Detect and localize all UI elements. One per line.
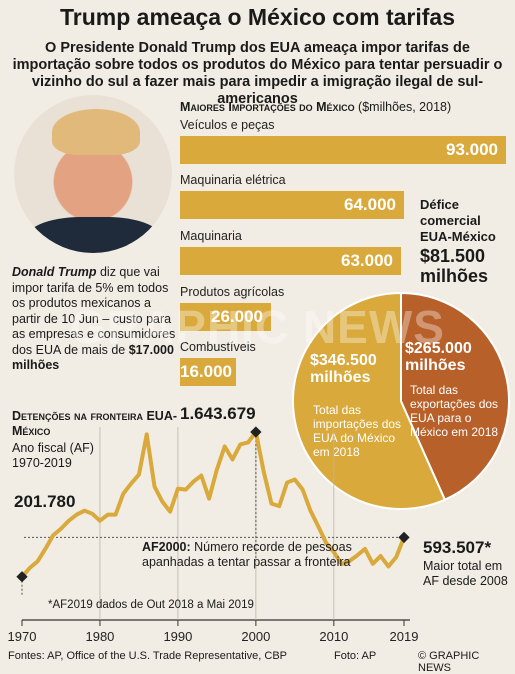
quote-name: Donald Trump xyxy=(12,265,97,279)
trump-quote: Donald Trump diz que vai impor tarifa de… xyxy=(12,265,182,374)
copyright: © GRAPHIC NEWS xyxy=(418,650,480,674)
deficit-value: $81.500 milhões xyxy=(420,246,489,286)
quote-amount: $17.000 milhões xyxy=(12,342,174,373)
quote-text: diz que vai impor tarifa de 5% em todos … xyxy=(12,265,176,357)
detentions-heading: Detenções na fronteira EUA-México xyxy=(12,409,178,438)
af2000-text: Número recorde de pessoas apanhadas a te… xyxy=(142,540,352,569)
hair-shape xyxy=(52,109,140,155)
last-value: 593.507* xyxy=(423,538,492,557)
pie-slice-imports xyxy=(292,291,447,510)
subtitle: O Presidente Donald Trump dos EUA ameaça… xyxy=(12,40,503,107)
import-category-label: Combustíveis xyxy=(180,340,256,354)
import-category-label: Produtos agrícolas xyxy=(180,285,285,299)
deficit-pie-chart xyxy=(292,291,510,510)
page-title: Trump ameaça o México com tarifas xyxy=(60,4,455,30)
x-tick-label: 2000 xyxy=(241,629,270,644)
import-category-label: Maquinaria xyxy=(180,229,242,243)
detentions-subtitle: Ano fiscal (AF) 1970-2019 xyxy=(12,441,94,471)
import-bar xyxy=(180,358,236,386)
import-bar-value: 93.000 xyxy=(446,140,498,159)
last-value-note: Maior total em AF desde 2008 xyxy=(423,559,508,588)
detentions-series-line xyxy=(20,430,406,579)
imports-pie-value: $346.500 milhões xyxy=(310,352,377,386)
sources: Fontes: AP, Office of the U.S. Trade Rep… xyxy=(8,650,288,662)
x-tick-label: 2019 xyxy=(390,629,419,644)
import-bar xyxy=(180,247,401,275)
suit-shape xyxy=(24,217,164,253)
import-bar-value: 64.000 xyxy=(344,195,396,214)
peak-point-marker xyxy=(250,426,262,438)
trump-photo xyxy=(14,95,172,253)
import-category-label: Veículos e peças xyxy=(180,118,275,132)
watermark: GRAPHIC NEWS xyxy=(70,301,445,353)
import-bar xyxy=(180,191,404,219)
first-value: 201.780 xyxy=(14,492,76,511)
detentions-sub2: 1970-2019 xyxy=(12,456,72,470)
deficit-label: Défice comercial EUA-México xyxy=(420,197,496,244)
imports-heading-caps: Maiores Importações do México xyxy=(180,100,355,114)
af2000-bold: AF2000: xyxy=(142,540,191,554)
af2000-annotation: AF2000: Número recorde de pessoas apanha… xyxy=(142,540,392,570)
x-tick-label: 1980 xyxy=(85,629,114,644)
peak-value: 1.643.679 xyxy=(180,404,256,423)
import-bar xyxy=(180,303,271,331)
import-category-label: Maquinaria elétrica xyxy=(180,173,286,187)
detentions-sub1: Ano fiscal (AF) xyxy=(12,441,94,455)
footnote: *AF2019 dados de Out 2018 a Mai 2019 xyxy=(48,599,254,611)
import-bar xyxy=(180,136,506,164)
photo-credit: Foto: AP xyxy=(334,650,377,662)
imports-heading-unit: ($milhões, 2018) xyxy=(354,100,452,114)
imports-heading: Maiores Importações do México ($milhões,… xyxy=(180,100,451,114)
x-tick-label: 2010 xyxy=(319,629,348,644)
x-tick-label: 1970 xyxy=(8,629,37,644)
import-bar-value: 63.000 xyxy=(341,251,393,270)
exports-pie-value: $265.000 milhões xyxy=(405,340,472,374)
exports-pie-label: Total das exportações dos EUA para o Méx… xyxy=(410,383,499,439)
x-tick-label: 1990 xyxy=(163,629,192,644)
last-point-marker xyxy=(398,531,410,544)
pie-slice-exports xyxy=(400,291,510,501)
import-bar-value: 26.000 xyxy=(211,307,263,326)
import-bar-value: 16.000 xyxy=(180,362,232,381)
